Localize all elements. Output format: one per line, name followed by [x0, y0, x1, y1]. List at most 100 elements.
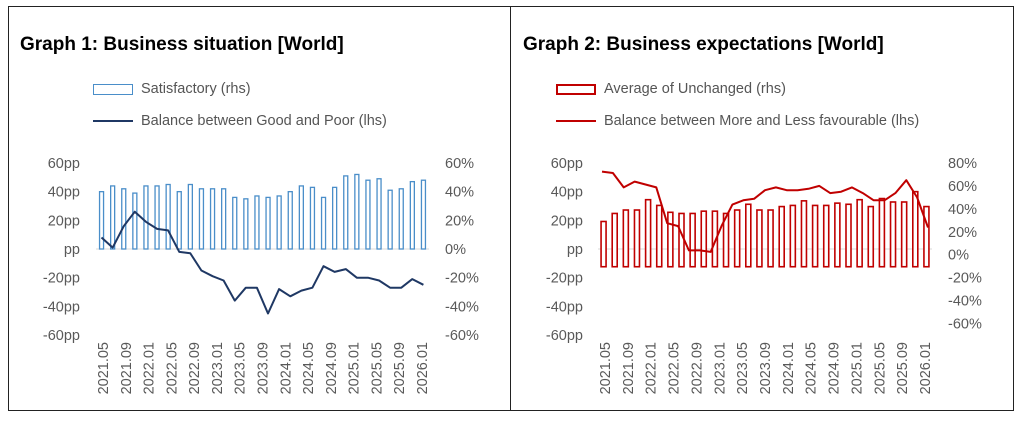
- satisfaction-bar: [689, 212, 696, 268]
- satisfaction-bar: [655, 204, 663, 268]
- left-axis-tick-label: -20pp: [43, 271, 80, 287]
- x-axis-tick-label: 2023.01: [210, 342, 226, 394]
- balance-line: [601, 170, 929, 253]
- x-axis-tick-label: 2022.05: [667, 342, 683, 394]
- x-axis-tick-label: 2022.01: [142, 342, 158, 394]
- x-axis-tick-label: 2024.05: [301, 342, 317, 394]
- x-axis-tick-label: 2022.09: [187, 342, 203, 394]
- satisfaction-bar: [154, 185, 160, 250]
- graph-1-legend-line: Balance between Good and Poor (lhs): [93, 112, 387, 130]
- satisfaction-bar: [600, 220, 607, 268]
- left-axis-tick-label: pp: [567, 242, 583, 258]
- satisfaction-bar: [789, 204, 797, 268]
- satisfaction-bar: [243, 198, 249, 250]
- satisfaction-bar: [700, 210, 708, 268]
- satisfaction-bar: [320, 196, 327, 250]
- satisfaction-bar: [398, 188, 404, 250]
- right-axis-tick-label: -40%: [948, 294, 982, 310]
- satisfaction-bar: [287, 191, 293, 250]
- satisfaction-bar: [845, 203, 852, 268]
- x-axis-tick-label: 2022.05: [164, 342, 180, 394]
- legend-line-label: Balance between More and Less favourable…: [604, 113, 920, 129]
- left-axis-tick-label: -20pp: [546, 271, 583, 287]
- satisfaction-bar: [265, 196, 271, 250]
- left-axis-tick-label: 60pp: [48, 156, 80, 172]
- satisfaction-bar: [811, 204, 819, 268]
- left-axis-tick-label: 40pp: [48, 185, 80, 201]
- satisfaction-bar: [800, 200, 808, 268]
- x-axis-tick-label: 2025.01: [347, 342, 363, 394]
- satisfaction-bar: [309, 186, 316, 250]
- left-axis-tick-label: -60pp: [43, 328, 80, 344]
- satisfaction-bar: [420, 179, 427, 250]
- satisfaction-bar: [387, 189, 393, 250]
- x-axis-tick-label: 2025.09: [895, 342, 911, 394]
- x-axis-tick-label: 2025.01: [849, 342, 865, 394]
- x-axis-tick-label: 2021.05: [96, 342, 112, 394]
- left-axis-tick-label: 20pp: [48, 213, 80, 229]
- figure-frame: [8, 6, 1014, 411]
- x-axis-tick-label: 2026.01: [918, 342, 934, 394]
- satisfaction-bar: [711, 210, 719, 268]
- graph-1-title: Graph 1: Business situation [World]: [20, 34, 344, 55]
- x-axis-tick-label: 2026.01: [415, 342, 431, 394]
- satisfaction-bar: [365, 179, 371, 250]
- x-axis-tick-label: 2021.09: [621, 342, 637, 394]
- x-axis-tick-label: 2023.05: [233, 342, 249, 394]
- x-axis-tick-label: 2024.09: [827, 342, 843, 394]
- right-axis-tick-label: 0%: [445, 242, 466, 258]
- satisfaction-bar: [376, 178, 382, 250]
- x-axis-tick-label: 2024.09: [324, 342, 340, 394]
- satisfaction-bar: [644, 198, 652, 268]
- satisfaction-bar: [778, 205, 786, 268]
- satisfaction-bar: [354, 173, 360, 250]
- satisfaction-bar: [767, 209, 774, 268]
- satisfaction-bar: [745, 203, 752, 268]
- right-axis-tick-label: -60%: [445, 328, 479, 344]
- satisfaction-bar: [298, 185, 305, 250]
- right-axis-tick-label: 60%: [948, 179, 977, 195]
- left-axis-tick-label: -60pp: [546, 328, 583, 344]
- satisfaction-bar: [121, 188, 127, 250]
- satisfaction-bar: [633, 209, 641, 268]
- x-axis-tick-label: 2024.05: [804, 342, 820, 394]
- satisfaction-bar: [733, 209, 741, 268]
- x-axis-tick-label: 2024.01: [781, 342, 797, 394]
- satisfaction-bar: [878, 197, 886, 268]
- satisfaction-bar: [722, 212, 730, 268]
- satisfaction-bar: [198, 188, 205, 250]
- right-axis-tick-label: 0%: [948, 248, 969, 264]
- right-axis-tick-label: 20%: [948, 225, 977, 241]
- x-axis-tick-label: 2023.09: [758, 342, 774, 394]
- panel-divider: [510, 6, 511, 411]
- x-axis-tick-label: 2023.09: [256, 342, 272, 394]
- satisfaction-bar: [132, 192, 138, 250]
- graph-1-chart: 60pp 40pp 20pp pp -20pp -40pp -60pp 60% 40% 20% 0%…: [43, 156, 479, 394]
- graph-2-legend-line: Balance between More and Less favourable…: [556, 112, 919, 130]
- satisfaction-bar: [856, 198, 863, 268]
- satisfaction-bar: [622, 209, 630, 268]
- left-axis-tick-label: -40pp: [43, 299, 80, 315]
- satisfaction-bar: [923, 205, 930, 268]
- satisfaction-bar: [187, 183, 194, 250]
- right-axis-tick-label: -60%: [948, 317, 982, 333]
- left-axis-tick-label: pp: [64, 242, 80, 258]
- satisfaction-bar: [343, 175, 349, 250]
- legend-bar-swatch: [556, 83, 596, 95]
- satisfaction-bar: [176, 191, 182, 250]
- satisfaction-bar: [143, 185, 149, 250]
- satisfaction-bar: [667, 211, 674, 268]
- left-axis-tick-label: -40pp: [546, 299, 583, 315]
- right-axis-tick-label: 40%: [445, 185, 474, 201]
- left-axis-tick-label: 40pp: [551, 185, 583, 201]
- right-axis-tick-label: -20%: [948, 271, 982, 287]
- satisfaction-bar: [822, 204, 830, 268]
- x-axis-tick-label: 2025.05: [872, 342, 888, 394]
- satisfaction-bar: [209, 188, 216, 250]
- x-axis-tick-label: 2025.09: [392, 342, 408, 394]
- graph-2-chart: 60pp 40pp 20pp pp -20pp -40pp -60pp 80% 60% 40% 20…: [546, 156, 982, 394]
- legend-line-label: Balance between Good and Poor (lhs): [141, 113, 387, 129]
- satisfaction-bar: [331, 186, 338, 250]
- satisfaction-bar: [834, 202, 841, 268]
- right-axis-tick-label: 60%: [445, 156, 474, 172]
